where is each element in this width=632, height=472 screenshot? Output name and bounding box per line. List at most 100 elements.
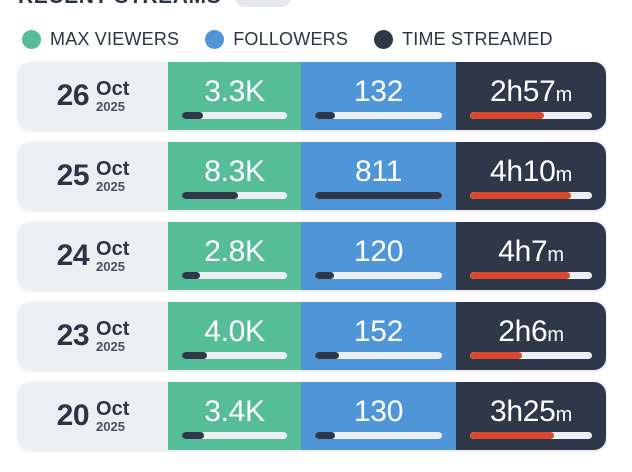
time-streamed: 2h6m: [456, 302, 606, 370]
time-streamed-number: 4h10: [490, 154, 556, 188]
time-streamed-bar-fill: [470, 112, 545, 119]
followers-bar-track: [315, 192, 442, 199]
time-streamed: 3h25m: [456, 382, 606, 450]
time-streamed-bar-track: [470, 272, 592, 279]
stream-row[interactable]: 20 Oct 2025 3.4K 130 3h25m: [18, 382, 606, 450]
legend-label: FOLLOWERS: [233, 28, 349, 49]
stream-date: 26 Oct 2025: [18, 62, 168, 130]
time-streamed-unit: m: [547, 243, 564, 266]
date-month-year: Oct 2025: [96, 317, 129, 355]
followers: 132: [301, 62, 456, 130]
circle-icon: [205, 29, 225, 49]
time-streamed-value: 4h10m: [490, 154, 573, 188]
date-day: 23: [56, 319, 90, 352]
max-viewers: 3.4K: [168, 382, 301, 450]
time-streamed-bar-fill: [470, 352, 523, 359]
time-streamed-bar-fill: [470, 272, 571, 279]
time-streamed-unit: m: [555, 163, 573, 186]
time-streamed-bar-track: [470, 432, 592, 439]
followers-bar-track: [315, 272, 442, 279]
date-month-year: Oct 2025: [96, 397, 129, 435]
max-viewers: 4.0K: [168, 302, 301, 370]
followers-bar-track: [315, 352, 442, 359]
date-year: 2025: [96, 259, 125, 275]
date-month-year: Oct 2025: [96, 77, 129, 115]
stream-date: 24 Oct 2025: [18, 222, 168, 290]
followers-bar-fill: [315, 432, 336, 439]
followers-value: 132: [353, 74, 404, 108]
max-viewers-bar-track: [182, 432, 287, 439]
max-viewers-bar-fill: [182, 192, 238, 199]
time-streamed-unit: m: [547, 323, 564, 346]
followers: 811: [301, 142, 456, 210]
followers-value: 130: [353, 394, 404, 428]
time-streamed-number: 4h7: [498, 234, 548, 268]
legend-item[interactable]: TIME STREAMED: [374, 29, 553, 50]
followers-bar-track: [315, 432, 442, 439]
time-streamed-bar-fill: [470, 192, 572, 199]
page-header: RECENT STREAMS: [18, 0, 614, 12]
stream-row[interactable]: 26 Oct 2025 3.3K 132 2h57m: [18, 62, 606, 130]
streams-list: 26 Oct 2025 3.3K 132 2h57m 25 Oct 2025 8.3K 811 4h1…: [18, 62, 606, 450]
date-month: Oct: [96, 78, 130, 101]
max-viewers-value: 2.8K: [204, 234, 265, 268]
time-streamed-value: 3h25m: [490, 394, 573, 428]
followers-value: 120: [353, 234, 404, 268]
circle-icon: [22, 29, 41, 49]
legend-item[interactable]: MAX VIEWERS: [22, 29, 179, 50]
date-year: 2025: [96, 179, 125, 195]
header-badge[interactable]: [235, 0, 292, 7]
stream-row[interactable]: 25 Oct 2025 8.3K 811 4h10m: [18, 142, 606, 210]
followers: 152: [301, 302, 456, 370]
followers-bar-fill: [315, 112, 336, 119]
date-month: Oct: [96, 398, 130, 421]
followers-bar-fill: [315, 192, 442, 199]
time-streamed-bar-fill: [470, 432, 555, 439]
stream-date: 20 Oct 2025: [18, 382, 168, 450]
followers-value: 152: [353, 314, 404, 348]
date-day: 25: [56, 159, 90, 192]
legend-label: MAX VIEWERS: [50, 28, 180, 49]
max-viewers-bar-fill: [182, 112, 203, 119]
time-streamed-value: 2h6m: [498, 314, 564, 348]
time-streamed: 2h57m: [456, 62, 606, 130]
page-title: RECENT STREAMS: [18, 0, 221, 12]
time-streamed-number: 2h6: [498, 314, 548, 348]
time-streamed-number: 2h57: [490, 74, 556, 108]
followers-value: 811: [355, 154, 402, 188]
time-streamed: 4h7m: [456, 222, 606, 290]
followers-bar-track: [315, 112, 442, 119]
max-viewers-bar-fill: [182, 352, 208, 359]
max-viewers-value: 8.3K: [204, 154, 265, 188]
date-month: Oct: [96, 238, 130, 261]
max-viewers: 3.3K: [168, 62, 301, 130]
circle-icon: [374, 29, 394, 49]
time-streamed-bar-track: [470, 192, 592, 199]
time-streamed-number: 3h25: [490, 394, 556, 428]
max-viewers-bar-fill: [182, 272, 200, 279]
time-streamed-value: 2h57m: [490, 74, 572, 108]
date-month: Oct: [96, 158, 130, 181]
time-streamed: 4h10m: [456, 142, 606, 210]
stream-row[interactable]: 24 Oct 2025 2.8K 120 4h7m: [18, 222, 606, 290]
date-month-year: Oct 2025: [96, 157, 129, 195]
max-viewers: 2.8K: [168, 222, 301, 290]
max-viewers-value: 3.3K: [204, 74, 265, 108]
date-year: 2025: [96, 419, 125, 435]
max-viewers-bar-track: [182, 192, 287, 199]
max-viewers-value: 3.4K: [204, 394, 265, 428]
date-month: Oct: [96, 318, 130, 341]
legend-item[interactable]: FOLLOWERS: [205, 29, 348, 50]
followers: 130: [301, 382, 456, 450]
stream-date: 23 Oct 2025: [18, 302, 168, 370]
time-streamed-bar-track: [470, 352, 592, 359]
time-streamed-unit: m: [555, 403, 573, 426]
stream-row[interactable]: 23 Oct 2025 4.0K 152 2h6m: [18, 302, 606, 370]
legend-label: TIME STREAMED: [402, 28, 553, 49]
date-day: 26: [56, 79, 90, 112]
max-viewers-bar-fill: [182, 432, 205, 439]
legend: MAX VIEWERS FOLLOWERS TIME STREAMED: [22, 24, 553, 54]
time-streamed-bar-track: [470, 112, 592, 119]
followers-bar-fill: [315, 272, 335, 279]
max-viewers-bar-track: [182, 112, 287, 119]
